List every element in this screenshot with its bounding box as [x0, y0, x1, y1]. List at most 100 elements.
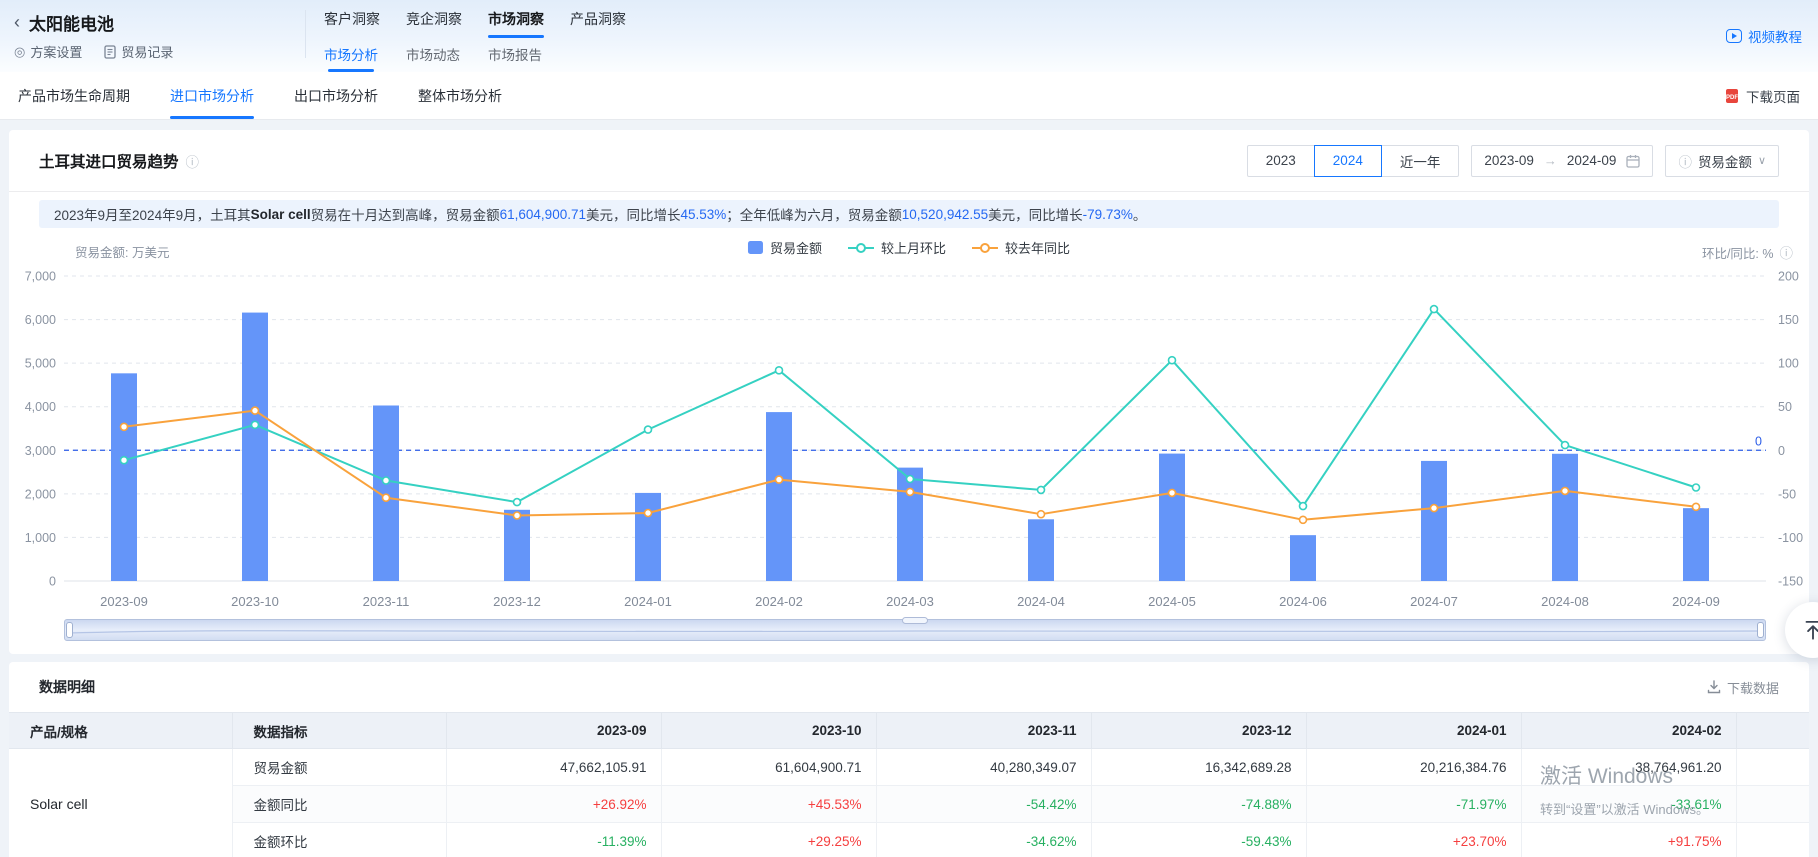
- table-cell: 47,662,105.91: [446, 749, 661, 786]
- svg-text:2023-12: 2023-12: [493, 594, 541, 609]
- header-divider: [305, 10, 306, 58]
- svg-text:150: 150: [1778, 313, 1799, 327]
- svg-text:2024-01: 2024-01: [624, 594, 672, 609]
- svg-text:2024-07: 2024-07: [1410, 594, 1458, 609]
- col-header-filler: [1736, 713, 1809, 749]
- subtab-市场动态[interactable]: 市场动态: [404, 37, 462, 71]
- table-cell: +29.25%: [661, 823, 876, 857]
- trade-records-link[interactable]: 贸易记录: [104, 42, 173, 61]
- svg-text:7,000: 7,000: [25, 270, 56, 284]
- table-title: 数据明细: [39, 677, 95, 697]
- svg-text:PDF: PDF: [1726, 95, 1738, 101]
- svg-text:-150: -150: [1778, 575, 1803, 589]
- play-icon: [1726, 29, 1742, 43]
- metric-label-cell: 金额同比: [232, 786, 446, 823]
- data-detail-card: 数据明细 下载数据 产品/规格数据指标2023-092023-102023-11…: [9, 662, 1809, 857]
- metric-dropdown[interactable]: ⓘ 贸易金额 ∨: [1665, 145, 1779, 177]
- svg-text:200: 200: [1778, 270, 1799, 284]
- table-row: Solar cell贸易金额47,662,105.9161,604,900.71…: [9, 749, 1809, 786]
- summary-segment: 美元，同比增长: [988, 204, 1083, 224]
- nav-item-出口市场分析[interactable]: 出口市场分析: [294, 72, 378, 119]
- video-tutorial-label: 视频教程: [1748, 26, 1802, 46]
- col-header-metric: 数据指标: [232, 713, 446, 749]
- subtab-市场分析[interactable]: 市场分析: [322, 37, 380, 71]
- nav-item-整体市场分析[interactable]: 整体市场分析: [418, 72, 502, 119]
- summary-segment: Solar cell: [251, 207, 311, 222]
- svg-text:2024-06: 2024-06: [1279, 594, 1327, 609]
- table-cell: +91.75%: [1521, 823, 1736, 857]
- table-row: 金额同比+26.92%+45.53%-54.42%-74.88%-71.97%-…: [9, 786, 1809, 823]
- download-data-button[interactable]: 下载数据: [1707, 678, 1779, 697]
- table-cell: -59.43%: [1091, 823, 1306, 857]
- download-page-label: 下载页面: [1746, 86, 1800, 106]
- app-root: { "header": { "back_icon": "‹", "title":…: [0, 0, 1818, 857]
- metric-dropdown-value: 贸易金额: [1698, 151, 1752, 171]
- summary-segment: 10,520,942.55: [902, 207, 988, 222]
- year-button-2023[interactable]: 2023: [1247, 145, 1315, 177]
- tab-产品洞察[interactable]: 产品洞察: [568, 0, 628, 38]
- date-range-picker[interactable]: 2023-09 → 2024-09: [1471, 145, 1653, 177]
- svg-text:2024-09: 2024-09: [1672, 594, 1720, 609]
- sub-tabs: 市场分析市场动态市场报告: [322, 38, 628, 70]
- table-cell: -33.61%: [1521, 786, 1736, 823]
- tab-客户洞察[interactable]: 客户洞察: [322, 0, 382, 38]
- metric-label-cell: 金额环比: [232, 823, 446, 857]
- svg-text:-100: -100: [1778, 531, 1803, 545]
- col-header-month: 2023-09: [446, 713, 661, 749]
- filler-cell: [1736, 786, 1809, 823]
- svg-text:2024-08: 2024-08: [1541, 594, 1589, 609]
- info-icon[interactable]: ⓘ: [186, 151, 200, 171]
- tab-竞企洞察[interactable]: 竞企洞察: [404, 0, 464, 38]
- svg-text:2024-03: 2024-03: [886, 594, 934, 609]
- arrow-right-icon: →: [1544, 153, 1557, 168]
- svg-text:4,000: 4,000: [25, 400, 56, 414]
- import-trend-card: 土耳其进口贸易趋势 ⓘ 20232024近一年 2023-09 → 2024-0…: [9, 130, 1809, 654]
- svg-text:2023-09: 2023-09: [100, 594, 148, 609]
- year-button-group: 20232024近一年: [1247, 145, 1460, 177]
- table-cell: 61,604,900.71: [661, 749, 876, 786]
- market-analysis-nav: 产品市场生命周期进口市场分析出口市场分析整体市场分析 PDF 下载页面: [0, 72, 1818, 120]
- datazoom-grip[interactable]: [902, 617, 928, 624]
- table-cell: 38,764,961.20: [1521, 749, 1736, 786]
- chevron-down-icon: ∨: [1758, 154, 1766, 167]
- chart-datazoom-slider[interactable]: [64, 619, 1766, 641]
- datazoom-left-handle[interactable]: [66, 622, 73, 638]
- table-cell: +23.70%: [1306, 823, 1521, 857]
- document-icon: [104, 45, 116, 59]
- svg-text:2023-10: 2023-10: [231, 594, 279, 609]
- summary-segment: 45.53%: [680, 207, 726, 222]
- nav-item-产品市场生命周期[interactable]: 产品市场生命周期: [18, 72, 130, 119]
- main-tabs: 客户洞察竞企洞察市场洞察产品洞察: [322, 0, 628, 38]
- subtab-市场报告[interactable]: 市场报告: [486, 37, 544, 71]
- col-header-month: 2023-12: [1091, 713, 1306, 749]
- video-tutorial-button[interactable]: 视频教程: [1726, 26, 1802, 46]
- back-icon[interactable]: ‹: [14, 13, 20, 31]
- svg-text:6,000: 6,000: [25, 313, 56, 327]
- svg-text:2024-04: 2024-04: [1017, 594, 1065, 609]
- filler-cell: [1736, 749, 1809, 786]
- table-cell: 40,280,349.07: [876, 749, 1091, 786]
- date-end: 2024-09: [1567, 153, 1617, 168]
- table-cell: -34.62%: [876, 823, 1091, 857]
- datazoom-right-handle[interactable]: [1757, 622, 1764, 638]
- table-cell: -54.42%: [876, 786, 1091, 823]
- trade-records-label: 贸易记录: [121, 42, 173, 61]
- svg-text:100: 100: [1778, 357, 1799, 371]
- year-button-近一年[interactable]: 近一年: [1381, 145, 1460, 177]
- data-detail-table: 产品/规格数据指标2023-092023-102023-112023-12202…: [9, 712, 1809, 857]
- svg-text:5,000: 5,000: [25, 357, 56, 371]
- plan-settings-label: 方案设置: [30, 42, 82, 61]
- year-button-2024[interactable]: 2024: [1314, 145, 1382, 177]
- svg-text:3,000: 3,000: [25, 444, 56, 458]
- nav-item-进口市场分析[interactable]: 进口市场分析: [170, 72, 254, 119]
- svg-text:0: 0: [1755, 434, 1762, 448]
- pdf-icon: PDF: [1725, 88, 1740, 104]
- tab-市场洞察[interactable]: 市场洞察: [486, 0, 546, 38]
- trend-chart[interactable]: 7,0002006,0001505,0001004,000503,00002,0…: [9, 232, 1809, 616]
- chart-title: 土耳其进口贸易趋势: [39, 150, 179, 172]
- col-header-month: 2024-02: [1521, 713, 1736, 749]
- plan-settings-link[interactable]: ◎ 方案设置: [14, 42, 82, 61]
- summary-segment: -79.73%: [1083, 207, 1133, 222]
- download-page-button[interactable]: PDF 下载页面: [1725, 86, 1800, 106]
- svg-text:1,000: 1,000: [25, 531, 56, 545]
